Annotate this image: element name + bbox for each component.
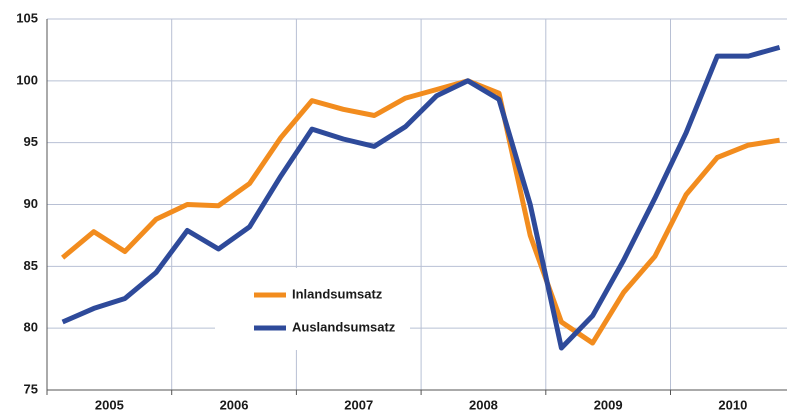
y-tick-label: 80 [24, 320, 38, 335]
x-tick-label: 2009 [594, 397, 623, 412]
y-tick-label: 100 [16, 72, 38, 87]
x-tick-label: 2008 [469, 397, 498, 412]
legend-bg [215, 268, 410, 350]
x-tick-label: 2010 [718, 397, 747, 412]
y-tick-label: 90 [24, 196, 38, 211]
x-tick-label: 2005 [95, 397, 124, 412]
legend-label: Auslandsumsatz [292, 319, 396, 334]
line-series [60, 78, 780, 346]
y-tick-label: 95 [24, 134, 38, 149]
x-tick-label: 2007 [344, 397, 373, 412]
y-tick-label: 105 [16, 10, 38, 25]
line-series [61, 44, 781, 351]
y-tick-label: 85 [24, 258, 38, 273]
y-tick-label: 75 [24, 381, 38, 396]
legend-label: Inlandsumsatz [292, 286, 383, 301]
x-tick-label: 2006 [220, 397, 249, 412]
